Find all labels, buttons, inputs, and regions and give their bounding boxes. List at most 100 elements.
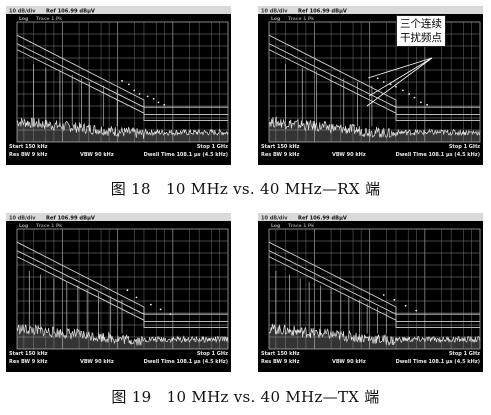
noise-floor-fill [269,323,480,349]
figure-18-number: 图 18 [110,180,151,198]
trace-label: Trace 1 Pk [36,223,63,229]
log-label: Log [271,16,280,22]
limit-line [16,49,228,121]
limit-line [268,49,480,121]
screen-background [6,213,231,372]
peak-marker [376,77,379,80]
vbw-label: VBW 90 kHz [80,152,114,158]
scale-label: 10 dB/div [9,216,36,222]
limit-line [268,241,480,315]
limit-line [16,241,228,315]
figure-19-caption: 图 19 10 MHz vs. 40 MHz—TX 端 [0,386,491,407]
peak-marker [152,97,155,100]
stop-freq-label: Stop 1 GHz [449,351,480,357]
limit-line [16,34,228,108]
limit-line [268,250,480,322]
stop-freq-label: Stop 1 GHz [197,351,228,357]
figure-19-title: 10 MHz vs. 40 MHz—TX 端 [166,388,380,406]
screen-background [258,213,483,372]
peak-marker [413,96,416,99]
dwell-time-label: Dwell Time 108.1 µs (4.5 kHz) [396,152,480,158]
header-bar [258,213,483,221]
peak-marker [169,313,172,316]
dwell-time-label: Dwell Time 108.1 µs (4.5 kHz) [144,152,228,158]
peak-marker [408,93,411,95]
peak-marker [401,89,404,92]
peak-marker [126,289,129,292]
limit-line [268,43,480,115]
noise-floor-trace [268,115,481,138]
vbw-label: VBW 90 kHz [332,152,366,158]
trace-label: Trace 1 Pk [36,16,63,22]
log-label: Log [19,223,28,229]
res-bw-label: Res BW 9 kHz [261,152,299,158]
start-freq-label: Start 150 kHz [261,144,300,150]
peak-marker [393,298,396,301]
spectrum-chart-3: 10 dB/div Ref 106.99 dBµV Log Trace 1 Pk Sta… [6,213,231,372]
spectrum-svg: 10 dB/div Ref 106.99 dBµV Log Trace 1 Pk Sta… [258,213,483,372]
scale-label: 10 dB/div [261,216,288,222]
dwell-time-label: Dwell Time 108.1 µs (4.5 kHz) [144,359,228,365]
peak-marker [395,85,397,88]
limit-line [16,250,228,322]
header-bar [6,6,231,14]
peak-marker [389,83,392,86]
spectrum-svg: 10 dB/div Ref 106.99 dBµV Log Trace 1 Pk Sta… [6,6,231,165]
figure-18-title: 10 MHz vs. 40 MHz—RX 端 [166,180,381,198]
start-freq-label: Start 150 kHz [9,144,48,150]
res-bw-label: Res BW 9 kHz [261,359,299,365]
noise-floor-fill [17,117,228,142]
dwell-time-label: Dwell Time 108.1 µs (4.5 kHz) [396,359,480,365]
peak-marker [149,303,152,306]
stop-freq-label: Stop 1 GHz [449,144,480,150]
start-freq-label: Start 150 kHz [261,351,300,357]
callout-arrow [366,57,433,107]
ref-level-label: Ref 106.99 dBµV [298,216,347,222]
spectrum-svg: 10 dB/div Ref 106.99 dBµV Log Trace 1 Pk Sta… [6,213,231,372]
peak-marker [146,95,149,98]
noise-floor-fill [17,324,228,349]
limit-line [268,34,480,108]
header-bar [258,6,483,14]
peak-marker [157,101,160,104]
spectrum-chart-1: 10 dB/div Ref 106.99 dBµV Log Trace 1 Pk Sta… [6,6,231,165]
peak-marker [121,79,123,82]
peak-marker [426,103,429,106]
noise-floor-trace [16,117,229,139]
callout-arrow [367,57,433,79]
ref-level-label: Ref 106.99 dBµV [46,9,95,15]
trace-label: Trace 1 Pk [288,223,315,229]
ref-level-label: Ref 106.99 dBµV [46,216,95,222]
ref-level-label: Ref 106.99 dBµV [298,9,347,15]
peak-marker [404,304,407,307]
scale-label: 10 dB/div [261,9,288,15]
peak-marker [382,81,385,83]
interference-callout: 三个连续 干扰频点 [396,15,446,47]
peak-marker [138,93,141,95]
screen-background [6,6,231,165]
limit-line [268,256,480,328]
callout-arrow [368,57,433,97]
peak-marker [133,89,136,92]
limit-line [16,256,228,328]
res-bw-label: Res BW 9 kHz [9,152,47,158]
noise-floor-trace [16,324,229,346]
peak-marker [163,103,166,106]
start-freq-label: Start 150 kHz [9,351,48,357]
limit-line [16,43,228,115]
noise-floor-trace [268,323,481,346]
scale-label: 10 dB/div [9,9,36,15]
spectrum-chart-4: 10 dB/div Ref 106.99 dBµV Log Trace 1 Pk Sta… [258,213,483,372]
vbw-label: VBW 90 kHz [332,359,366,365]
peak-marker [382,294,385,296]
peak-marker [420,101,422,104]
spectrum-chart-2: 10 dB/div Ref 106.99 dBµV Log Trace 1 Pk Sta… [258,6,483,165]
header-bar [6,213,231,221]
stop-freq-label: Stop 1 GHz [197,144,228,150]
figure-18-caption: 图 18 10 MHz vs. 40 MHz—RX 端 [0,178,491,199]
log-label: Log [19,16,28,22]
vbw-label: VBW 90 kHz [80,359,114,365]
figure-19-number: 图 19 [111,388,152,406]
log-label: Log [271,223,280,229]
peak-marker [128,83,130,86]
